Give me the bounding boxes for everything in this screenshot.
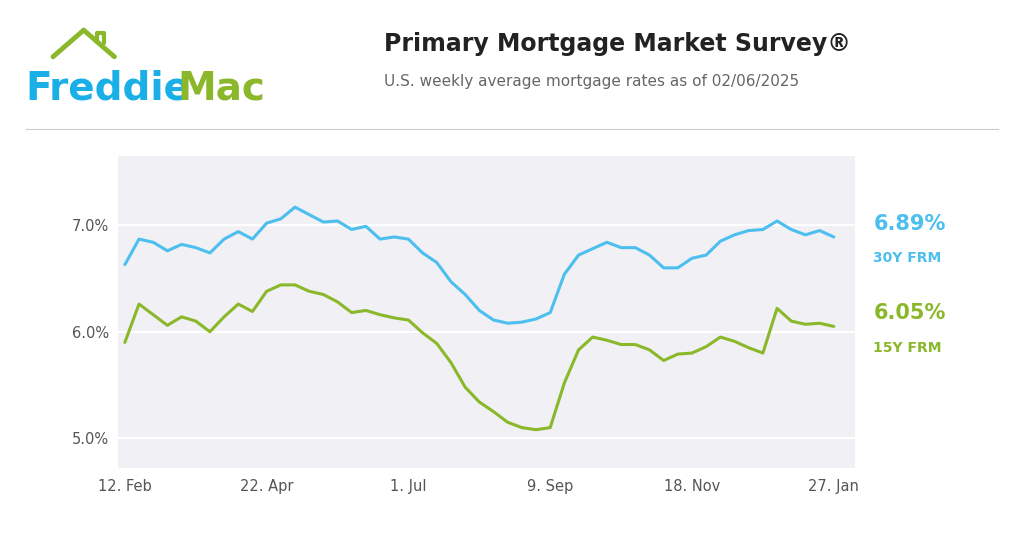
Text: 30Y FRM: 30Y FRM <box>873 251 942 265</box>
Text: U.S. weekly average mortgage rates as of 02/06/2025: U.S. weekly average mortgage rates as of… <box>384 74 799 89</box>
Text: 6.05%: 6.05% <box>873 303 946 323</box>
Text: Primary Mortgage Market Survey®: Primary Mortgage Market Survey® <box>384 32 851 56</box>
Text: 6.89%: 6.89% <box>873 214 946 233</box>
Text: 15Y FRM: 15Y FRM <box>873 341 942 355</box>
Text: Mac: Mac <box>177 69 265 108</box>
Text: Freddie: Freddie <box>26 69 190 108</box>
